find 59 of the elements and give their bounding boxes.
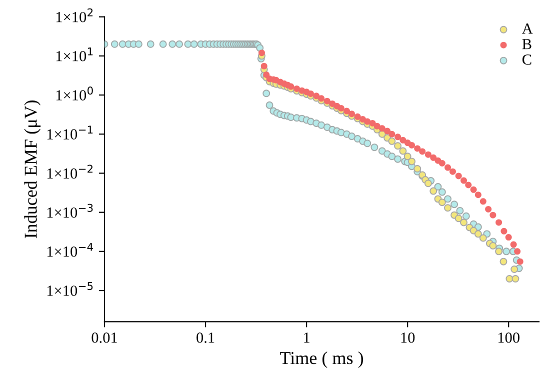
x-tick-label: 100 [498,332,520,343]
point [394,142,402,150]
point [338,104,344,112]
point [485,206,492,212]
x-tick-label: 0.01 [92,332,117,343]
point [505,234,512,241]
y-axis-title: Induced EMF (μV) [24,100,41,238]
y-tick-label: 1×10$^{−1}$ [47,126,93,140]
y-tick-label: 1×10$^{1}$ [56,48,93,62]
legend-label: C [522,54,532,65]
point [374,122,380,130]
point [470,186,477,193]
point [359,116,366,123]
point [455,172,462,180]
y-tick-label: 1×10$^{−2}$ [47,164,92,179]
x-tick-label: 1 [304,332,310,343]
y-tick-label: 1×10$^{2}$ [56,8,93,22]
point [394,134,402,140]
point [444,164,452,171]
x-axis-title: Time ( ms ) [280,351,364,368]
point [404,152,412,160]
point [293,85,300,92]
point [388,130,396,138]
point [490,212,496,218]
point [288,83,294,90]
point [408,158,416,166]
y-tick-label: 1×10$^{−4}$ [47,243,93,257]
point [480,198,486,205]
point [474,192,482,198]
legend-label: A [522,24,533,34]
point [324,98,330,104]
y-tick-label: 1×10$^{−5}$ [47,282,93,296]
y-tick-label: 1×10$^{−3}$ [47,204,93,218]
point [384,128,391,134]
point [399,147,407,155]
point [378,125,386,132]
point [318,95,325,102]
point [465,182,472,188]
point [414,145,421,152]
legend-label: B [522,39,532,50]
point [348,110,355,118]
point [424,151,432,158]
point [313,92,320,100]
point [510,241,517,248]
point [369,120,376,126]
point [364,118,371,125]
point [514,248,521,255]
point [430,154,437,161]
point [354,113,361,120]
point [449,168,456,175]
x-tick-label: 10 [401,332,415,343]
point [419,148,426,155]
x-tick-label: 0.1 [196,332,214,343]
y-tick-label: 1×10$^{0}$ [56,86,93,100]
point [343,108,350,114]
point [408,142,416,148]
point [414,165,422,173]
point [438,160,446,166]
point [388,137,396,145]
